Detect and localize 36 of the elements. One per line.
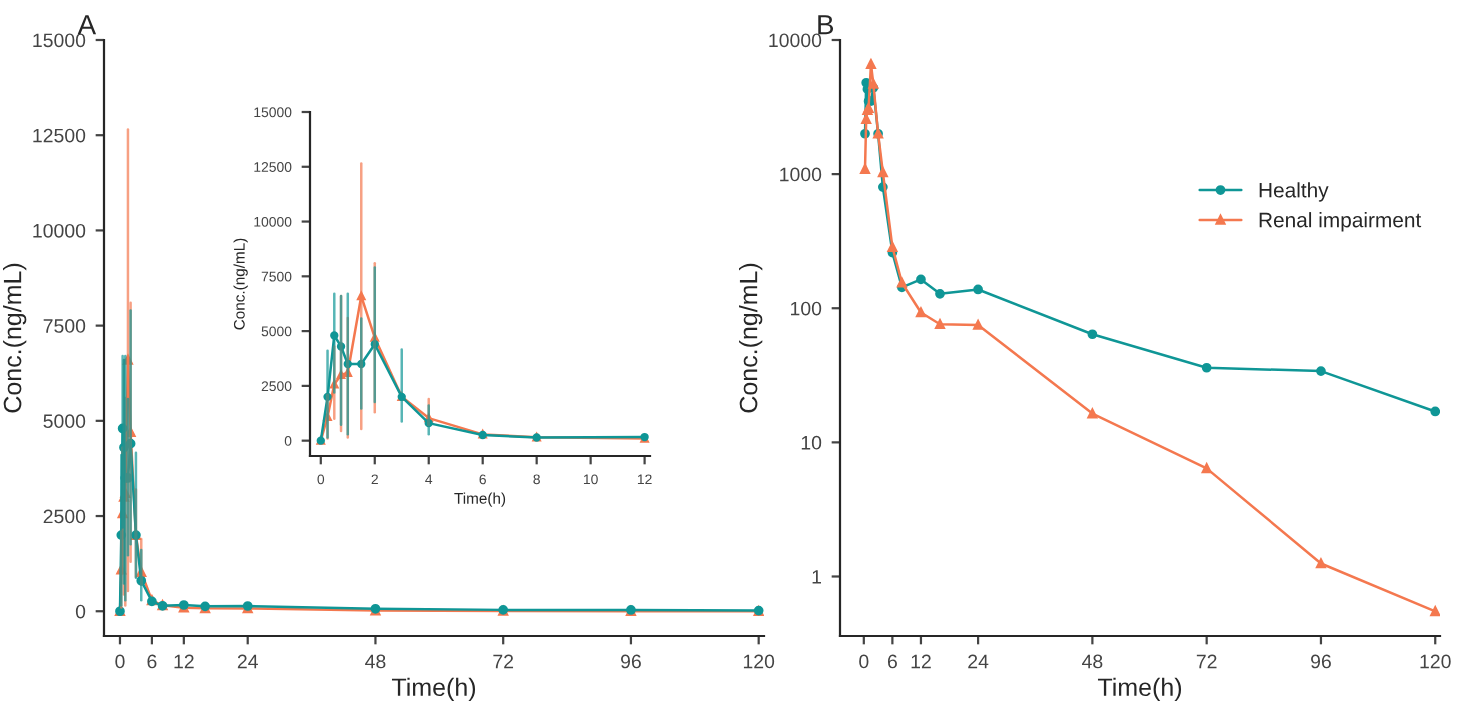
y-tick-label: 0 (75, 604, 86, 619)
y-tick-label: 12500 (33, 128, 86, 143)
x-tick-label: 120 (1420, 654, 1451, 669)
x-tick-label: 6 (147, 654, 157, 669)
x-axis-title: Time(h) (391, 677, 476, 702)
y-tick-label: 1 (812, 570, 821, 584)
x-tick-label: 120 (743, 654, 775, 669)
chart-title: A (77, 15, 97, 35)
x-tick-label: 12 (911, 654, 931, 669)
y-tick-label: 2500 (43, 509, 86, 524)
x-tick-label: 24 (237, 654, 258, 669)
y-tick-label: 100 (790, 301, 822, 316)
x-tick-label: 48 (1082, 654, 1103, 669)
x-tick-label: 12 (174, 654, 194, 669)
x-tick-label: 72 (493, 654, 514, 669)
x-tick-label: 24 (968, 654, 989, 669)
y-tick-label: 5000 (43, 414, 86, 429)
y-tick-label: 10 (801, 435, 822, 450)
x-tick-label: 6 (887, 654, 897, 669)
legend-label: Renal impairment (1259, 212, 1422, 232)
y-axis-title: Conc.(ng/mL) (3, 263, 27, 413)
x-tick-label: 48 (365, 654, 386, 669)
y-tick-label: 10000 (33, 223, 86, 238)
chart-title: B (818, 15, 834, 35)
y-axis-title: Conc.(ng/mL) (739, 263, 763, 413)
y-tick-label: 15000 (33, 33, 86, 48)
x-tick-label: 72 (1196, 654, 1217, 669)
y-tick-label: 1000 (780, 167, 822, 182)
x-tick-label: 0 (859, 654, 869, 669)
y-tick-label: 7500 (43, 319, 86, 333)
y-tick-label: 10000 (769, 33, 822, 48)
x-tick-label: 0 (115, 654, 125, 669)
x-axis-title: Time(h) (1097, 677, 1182, 702)
legend-label: Healthy (1259, 182, 1329, 202)
x-tick-label: 96 (621, 654, 641, 669)
x-tick-label: 96 (1311, 654, 1331, 669)
